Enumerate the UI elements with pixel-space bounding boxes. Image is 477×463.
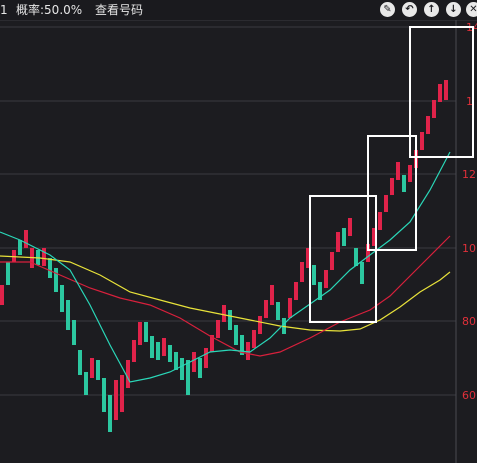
candle [108, 395, 112, 432]
candle [192, 352, 196, 372]
candle [54, 268, 58, 292]
candle [312, 265, 316, 285]
candle [360, 262, 364, 284]
candle [24, 230, 28, 248]
candle [138, 322, 142, 345]
candle [384, 195, 388, 212]
candle [162, 338, 166, 356]
ma-short-line [0, 151, 451, 383]
candle [276, 302, 280, 320]
candle [294, 282, 298, 300]
candle [228, 310, 232, 330]
candle [288, 298, 292, 318]
candle [84, 372, 88, 395]
candle [432, 100, 436, 118]
candle [180, 358, 184, 380]
candle [222, 305, 226, 322]
candle [306, 248, 310, 268]
candle [240, 335, 244, 355]
candle [102, 378, 106, 412]
candle [402, 175, 406, 192]
probability-label: 概率:50.0% [16, 3, 83, 17]
close-icon[interactable]: ✕ [466, 2, 477, 17]
candle [126, 360, 130, 388]
candle [132, 340, 136, 362]
highlight-box-2 [367, 135, 417, 251]
candle [438, 84, 442, 102]
candle [60, 285, 64, 312]
candle [408, 165, 412, 182]
candle [204, 348, 208, 368]
candle [378, 212, 382, 230]
candle [156, 342, 160, 360]
candle [90, 358, 94, 378]
candle [318, 282, 322, 300]
candle [444, 80, 448, 100]
candle [366, 244, 370, 262]
arrow-up-icon[interactable]: ↑ [424, 2, 439, 17]
candle [336, 232, 340, 252]
candle [42, 248, 46, 266]
candle [6, 262, 10, 285]
axis-label: 12 [462, 168, 476, 181]
axis-label: 60 [462, 389, 476, 402]
candle [390, 178, 394, 195]
candle [270, 285, 274, 305]
candle [78, 350, 82, 375]
candle [354, 248, 358, 266]
candle [342, 228, 346, 246]
axis-label: 1 [466, 95, 473, 108]
chart-toolbar: 1 概率:50.0% 查看号码 ✎ ↶ ↑ ↓ ✕ [0, 0, 477, 21]
axis-label: 80 [462, 315, 476, 328]
candle [396, 162, 400, 180]
candle [18, 240, 22, 255]
candle [66, 300, 70, 330]
pencil-icon[interactable]: ✎ [380, 2, 395, 17]
candle [168, 345, 172, 362]
candle [234, 325, 238, 345]
toolbar-left-fragment: 1 [0, 3, 8, 17]
candle [348, 218, 352, 236]
candle [144, 322, 148, 342]
candle [330, 252, 334, 270]
candle [246, 342, 250, 360]
axis-label: 10 [462, 242, 476, 255]
candle [210, 335, 214, 352]
candle [0, 285, 4, 305]
candle [12, 250, 16, 262]
highlight-box-1 [309, 195, 377, 323]
candle [372, 228, 376, 246]
candle [114, 380, 118, 420]
candle [264, 300, 268, 318]
ma-long-line [0, 255, 451, 332]
candle [324, 270, 328, 288]
candle [258, 316, 262, 334]
candle [252, 330, 256, 348]
view-code-button[interactable]: 查看号码 [95, 3, 144, 17]
highlight-boxes [309, 26, 474, 323]
candle [300, 262, 304, 282]
candle [120, 375, 124, 412]
candle [216, 320, 220, 338]
candle [426, 116, 430, 134]
candle [72, 320, 76, 345]
candle [420, 132, 424, 150]
highlight-box-3 [409, 26, 474, 158]
arrow-down-icon[interactable]: ↓ [446, 2, 461, 17]
ma-mid-line [0, 235, 451, 357]
candle [174, 352, 178, 370]
undo-icon[interactable]: ↶ [402, 2, 417, 17]
candle [150, 336, 154, 358]
candle [96, 360, 100, 380]
candlesticks [0, 80, 448, 432]
candle [48, 258, 52, 278]
candle [186, 360, 190, 395]
candle [198, 358, 202, 378]
